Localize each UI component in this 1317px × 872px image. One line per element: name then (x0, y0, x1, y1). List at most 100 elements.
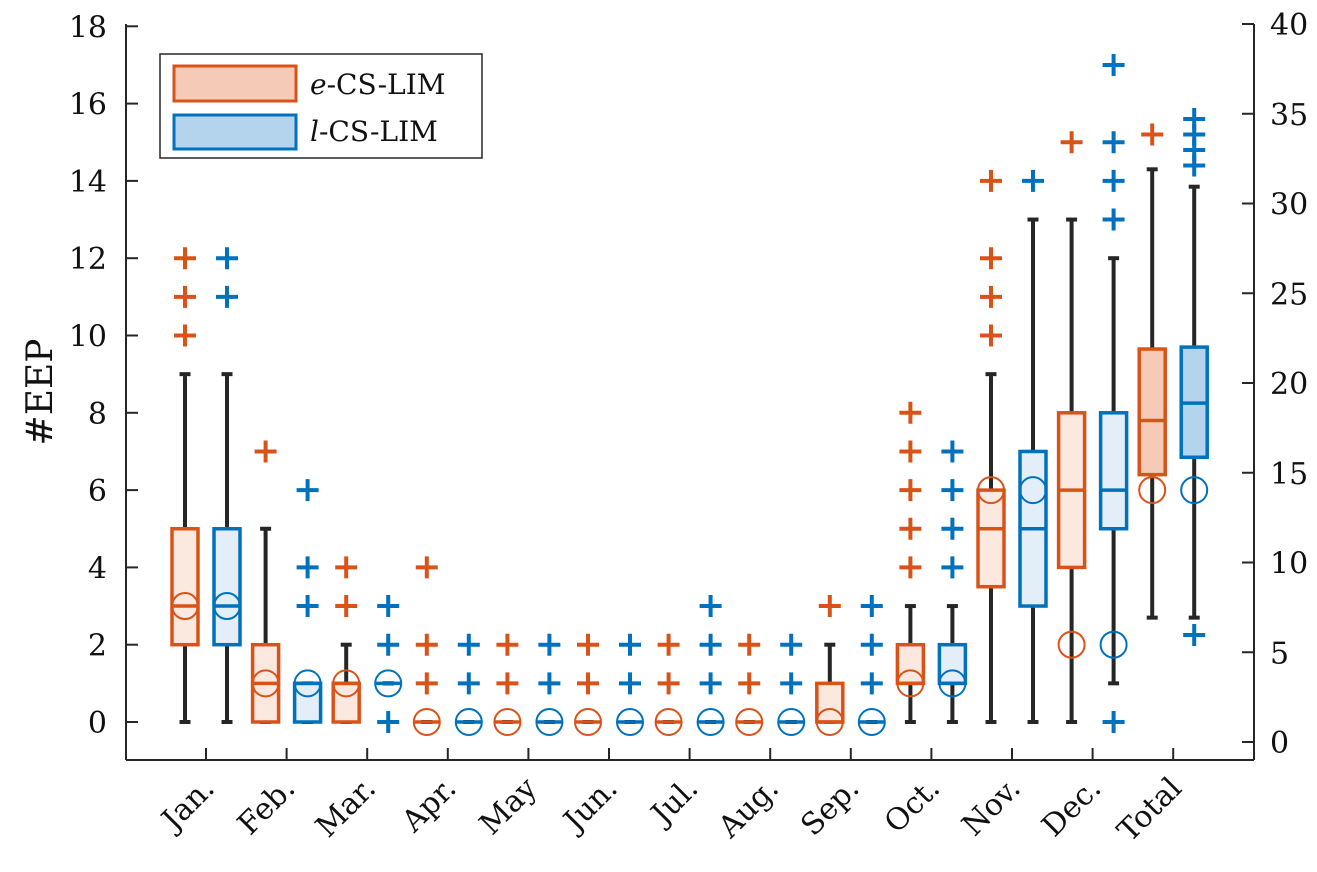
outlier-marker (377, 633, 400, 656)
mean-marker (213, 592, 241, 621)
mean-marker (1180, 476, 1209, 505)
outlier-marker (296, 556, 319, 579)
outlier-marker (1102, 711, 1125, 733)
box-group (735, 633, 764, 736)
outlier-marker (699, 633, 722, 656)
outlier-marker (657, 633, 680, 656)
left-tick-label: 4 (88, 551, 107, 586)
box-group (616, 633, 644, 736)
x-tick-label: Jul. (643, 771, 706, 834)
box-group (937, 440, 968, 724)
outlier-marker (780, 672, 803, 695)
box-group (815, 595, 845, 736)
outlier-marker (941, 440, 964, 463)
box-rect (895, 642, 926, 686)
box-group (331, 556, 361, 724)
outlier-marker (415, 672, 438, 695)
mean-marker (857, 708, 886, 736)
outlier-marker (1060, 131, 1083, 154)
outlier-marker (738, 633, 761, 656)
left-tick-label: 2 (88, 629, 107, 664)
outlier-marker (1102, 208, 1125, 231)
x-tick-label: Oct. (878, 771, 947, 840)
outlier-marker (577, 633, 599, 656)
outlier-marker (174, 285, 196, 308)
outlier-marker (415, 556, 438, 579)
right-tick-label: 40 (1270, 8, 1308, 43)
box-group (857, 595, 886, 736)
legend-swatch-l-cs-lim (172, 113, 298, 151)
box-group (1098, 53, 1129, 733)
legend-suffix-l: -CS-LIM (319, 115, 438, 148)
outlier-marker (941, 479, 964, 502)
outlier-marker (818, 595, 841, 618)
box-rect (212, 527, 242, 647)
right-tick-label: 35 (1270, 98, 1308, 133)
outlier-marker (457, 672, 480, 695)
mean-marker (171, 592, 199, 621)
right-tick-label: 10 (1270, 547, 1308, 582)
box-rect (1098, 411, 1129, 531)
box-group (374, 595, 403, 733)
outlier-marker (1183, 108, 1206, 131)
left-tick-label: 12 (69, 242, 107, 277)
mean-marker (332, 669, 361, 698)
mean-marker (574, 708, 602, 736)
x-tick-label: May (473, 771, 544, 842)
outlier-marker (296, 479, 319, 502)
outlier-marker (619, 633, 641, 656)
box-group (777, 633, 806, 736)
mean-marker (535, 708, 564, 736)
left-tick-label: 6 (88, 474, 107, 509)
box-group (696, 595, 725, 736)
mean-marker (616, 708, 644, 736)
outlier-marker (335, 556, 358, 579)
outlier-marker (899, 479, 922, 502)
x-tick-label: Feb. (231, 771, 302, 842)
right-tick-label: 5 (1270, 636, 1289, 671)
outlier-marker (174, 324, 196, 347)
outlier-marker (335, 595, 358, 618)
mean-marker (1099, 630, 1128, 659)
outlier-marker (980, 285, 1002, 308)
outlier-marker (899, 517, 922, 540)
mean-marker (412, 708, 441, 736)
plot-area (170, 53, 1209, 736)
left-tick-label: 0 (88, 706, 107, 741)
outlier-marker (780, 633, 803, 656)
outlier-marker (1102, 169, 1125, 192)
x-tick-label: Apr. (395, 771, 464, 840)
box-group (412, 556, 441, 736)
mean-marker (1138, 476, 1167, 505)
box-group (292, 479, 323, 724)
outlier-marker (738, 672, 761, 695)
outlier-marker (1102, 131, 1125, 154)
box-rect (815, 681, 845, 724)
outlier-marker (216, 247, 238, 270)
legend: e-CS-LIM l-CS-LIM (159, 53, 483, 159)
x-tick-label: Dec. (1035, 771, 1108, 844)
mean-marker (735, 708, 764, 736)
outlier-marker (377, 711, 400, 733)
box-rect (292, 681, 323, 724)
mean-marker (815, 708, 844, 736)
legend-label-e-cs-lim: e-CS-LIM (310, 68, 445, 101)
mean-marker (374, 669, 403, 698)
left-tick-label: 10 (69, 320, 107, 355)
box-group (1018, 169, 1048, 724)
mean-marker (293, 669, 322, 698)
outlier-marker (980, 324, 1002, 347)
mean-marker (896, 669, 925, 698)
x-tick-label: Aug. (711, 771, 786, 846)
y-axis-label: #EEP (20, 339, 61, 446)
x-tick-label: Jan. (153, 771, 221, 839)
box-group (493, 633, 522, 736)
outlier-marker (980, 169, 1002, 192)
right-tick-label: 15 (1270, 457, 1308, 492)
outlier-marker (1183, 624, 1206, 647)
box-rect (937, 642, 968, 686)
box-rect (1137, 347, 1167, 477)
mean-marker (938, 669, 967, 698)
mean-marker (493, 708, 522, 736)
